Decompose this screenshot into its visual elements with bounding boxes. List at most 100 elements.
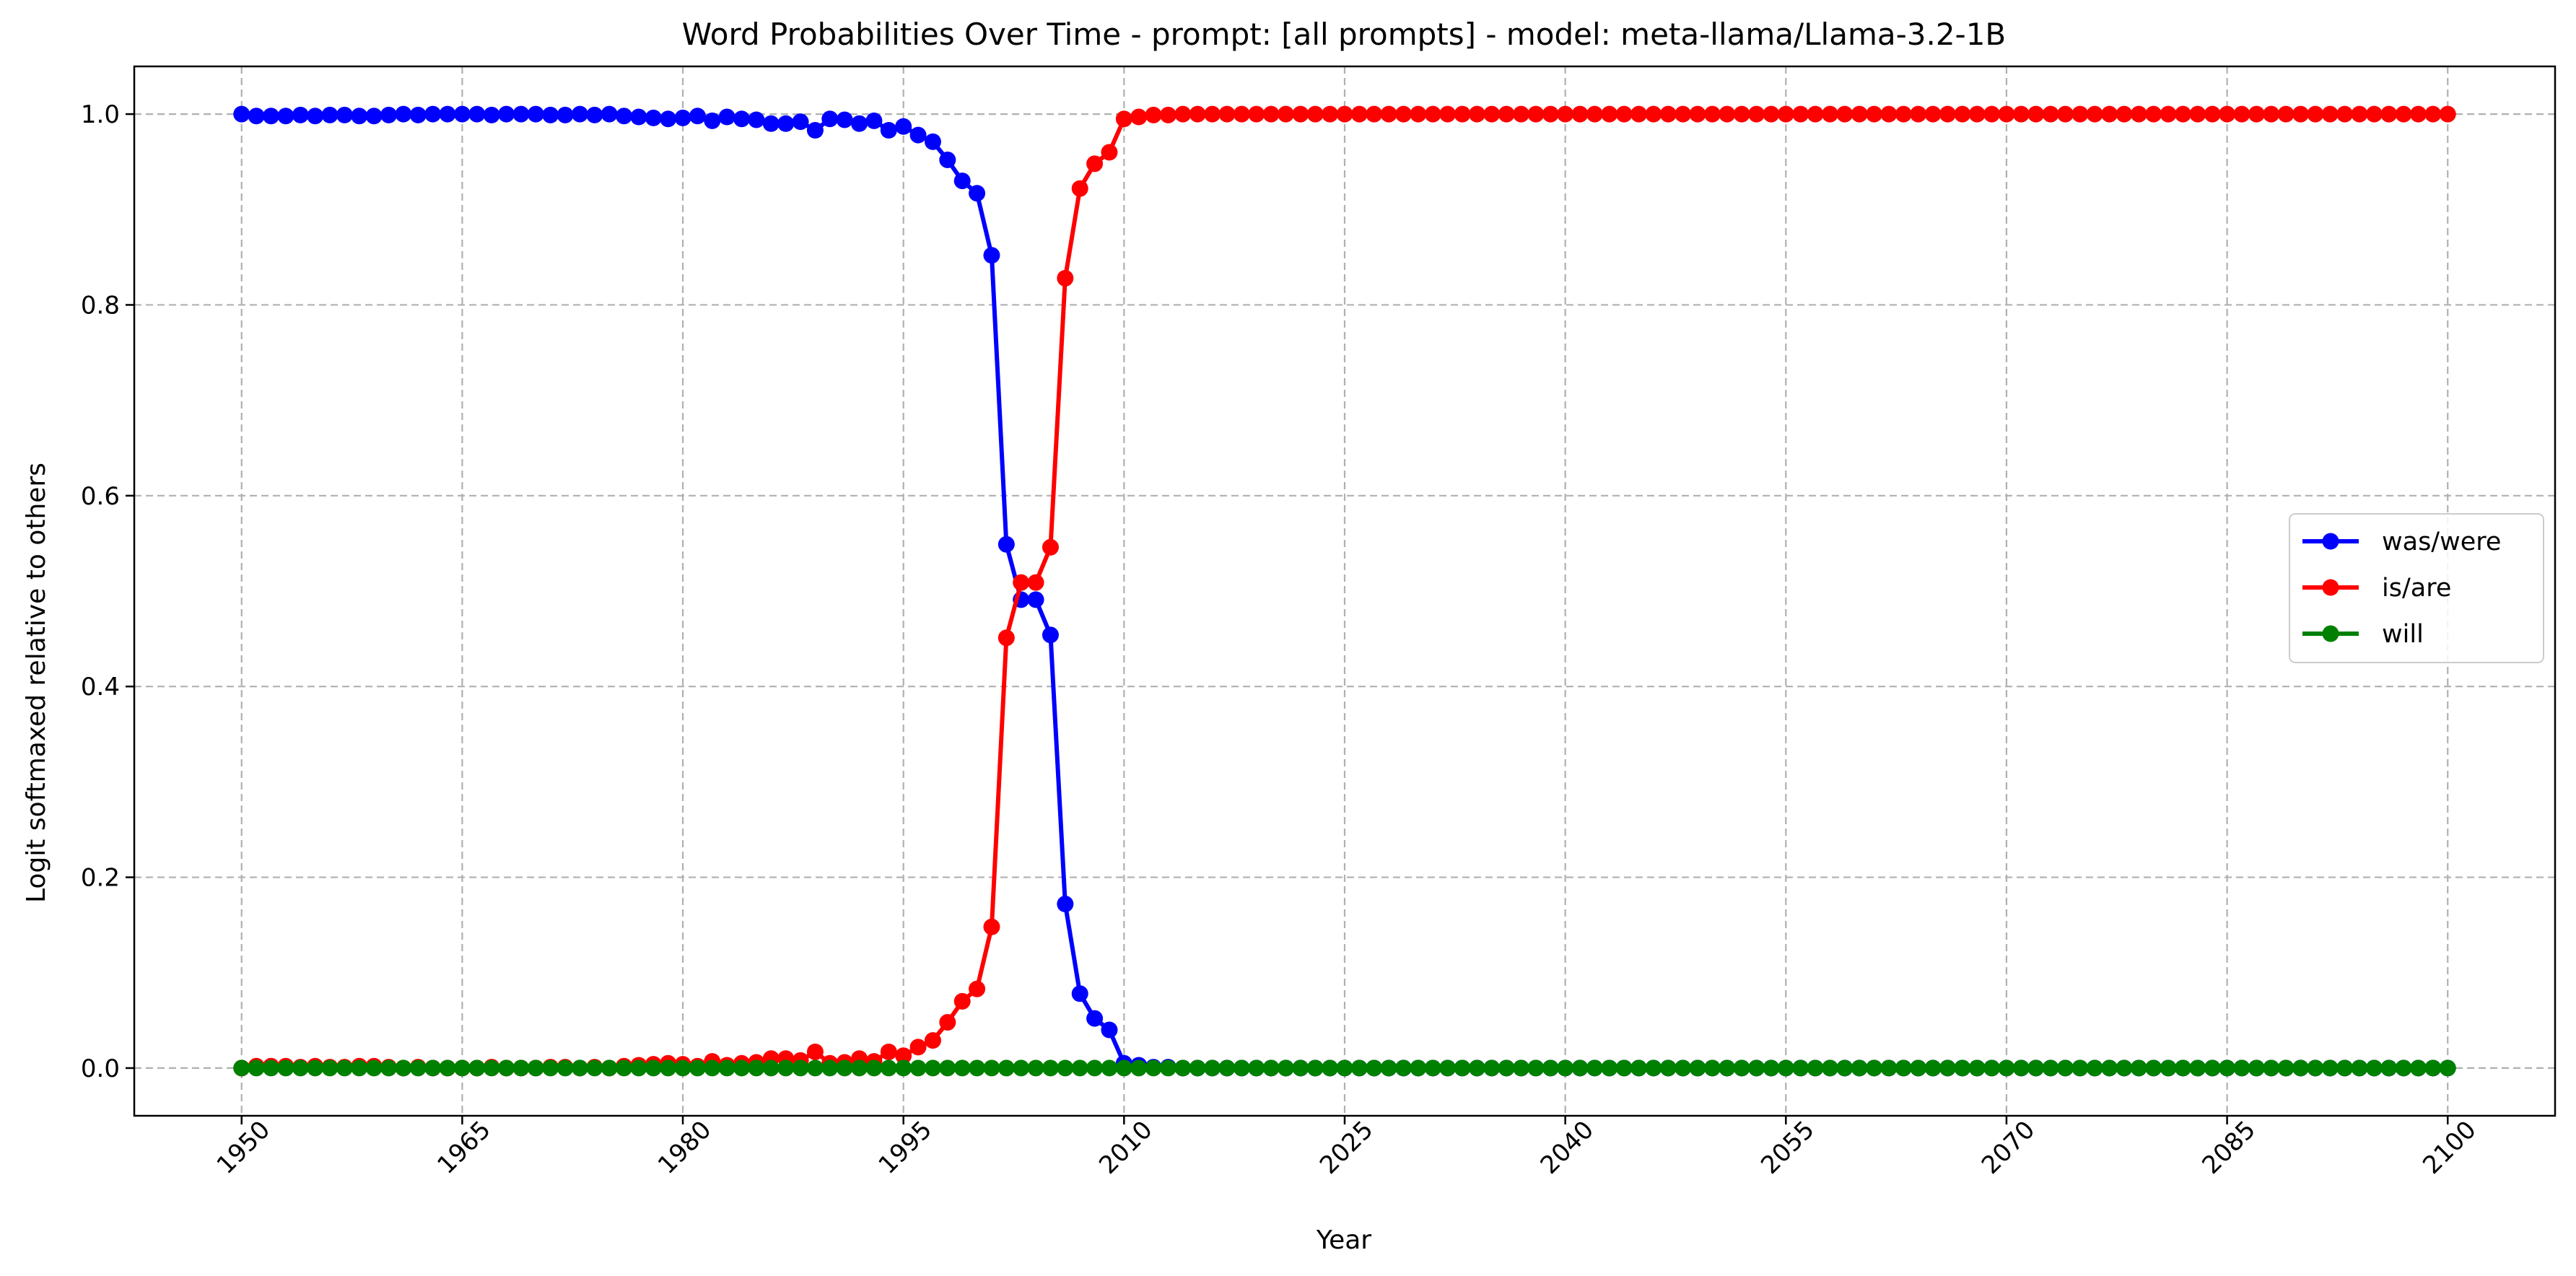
- data-point: [1204, 105, 1221, 123]
- y-tick-label: 0.2: [81, 864, 120, 893]
- data-point: [2042, 1059, 2059, 1077]
- data-point: [1101, 1059, 1118, 1077]
- data-point: [2439, 1059, 2456, 1077]
- data-point: [2292, 1059, 2309, 1077]
- data-point: [1703, 105, 1721, 123]
- data-point: [704, 1059, 721, 1077]
- data-point: [395, 105, 412, 123]
- data-point: [2439, 105, 2456, 123]
- data-point: [409, 106, 427, 123]
- data-point: [1498, 105, 1515, 123]
- data-point: [718, 1059, 735, 1077]
- data-point: [2027, 105, 2045, 123]
- data-point: [468, 1059, 486, 1077]
- data-point: [1218, 1059, 1236, 1077]
- data-point: [821, 110, 839, 128]
- data-point: [1042, 626, 1059, 644]
- legend-label: was/were: [2382, 528, 2501, 556]
- data-point: [748, 111, 765, 128]
- data-point: [453, 105, 471, 123]
- data-point: [1851, 1059, 1868, 1077]
- data-point: [1983, 1059, 2001, 1077]
- data-point: [953, 992, 971, 1010]
- data-point: [527, 105, 544, 123]
- data-point: [2160, 1059, 2177, 1077]
- data-point: [2380, 105, 2398, 123]
- data-point: [674, 1059, 691, 1077]
- data-point: [660, 110, 677, 128]
- data-point: [1924, 1059, 1942, 1077]
- data-point: [1115, 1059, 1132, 1077]
- data-point: [1277, 105, 1294, 123]
- data-point: [616, 108, 633, 125]
- data-point: [483, 1059, 500, 1077]
- data-point: [1542, 105, 1559, 123]
- data-point: [1924, 105, 1942, 123]
- data-point: [1130, 108, 1148, 126]
- data-point: [1659, 105, 1677, 123]
- data-point: [969, 1059, 986, 1077]
- data-point: [2336, 105, 2354, 123]
- data-point: [806, 1043, 824, 1060]
- data-point: [542, 1059, 559, 1077]
- legend-swatch-marker: [2322, 625, 2339, 642]
- data-point: [483, 106, 500, 123]
- data-point: [2248, 105, 2265, 123]
- data-point: [1057, 269, 1074, 287]
- data-point: [1675, 105, 1692, 123]
- data-point: [2248, 1059, 2265, 1077]
- data-point: [2116, 1059, 2133, 1077]
- data-point: [762, 1059, 780, 1077]
- data-point: [1439, 105, 1457, 123]
- data-point: [1292, 1059, 1309, 1077]
- data-point: [2233, 105, 2250, 123]
- data-point: [2042, 105, 2059, 123]
- data-point: [1322, 105, 1339, 123]
- data-point: [2365, 105, 2383, 123]
- data-point: [2116, 105, 2133, 123]
- data-point: [498, 1059, 515, 1077]
- data-point: [1498, 1059, 1515, 1077]
- data-point: [1101, 1021, 1118, 1039]
- data-point: [1174, 1059, 1192, 1077]
- data-point: [953, 1059, 971, 1077]
- data-point: [762, 115, 780, 132]
- data-point: [439, 1059, 456, 1077]
- data-point: [1571, 1059, 1589, 1077]
- data-point: [880, 1059, 897, 1077]
- data-point: [1468, 1059, 1485, 1077]
- data-point: [1880, 1059, 1898, 1077]
- data-point: [498, 105, 515, 123]
- data-point: [821, 1059, 839, 1077]
- data-point: [1145, 1059, 1162, 1077]
- y-tick-label: 0.8: [81, 291, 120, 320]
- data-point: [1233, 105, 1250, 123]
- data-point: [336, 1059, 353, 1077]
- data-point: [2219, 105, 2236, 123]
- data-point: [1013, 1059, 1030, 1077]
- data-point: [2071, 1059, 2089, 1077]
- data-point: [439, 105, 456, 123]
- data-point: [1645, 105, 1662, 123]
- data-point: [307, 1059, 324, 1077]
- legend-swatch-marker: [2322, 579, 2339, 596]
- data-point: [1513, 105, 1530, 123]
- data-point: [1248, 105, 1265, 123]
- data-point: [1733, 105, 1750, 123]
- data-point: [1454, 1059, 1471, 1077]
- legend-item: is/are: [2302, 574, 2451, 603]
- data-point: [1410, 105, 1427, 123]
- data-point: [1675, 1059, 1692, 1077]
- data-point: [1954, 105, 1971, 123]
- data-point: [263, 1059, 279, 1077]
- data-point: [1027, 1059, 1044, 1077]
- data-point: [233, 105, 250, 123]
- data-point: [1777, 1059, 1794, 1077]
- data-point: [2277, 1059, 2295, 1077]
- y-tick-label: 0.6: [81, 482, 120, 511]
- data-point: [924, 133, 941, 150]
- data-point: [601, 105, 618, 123]
- data-point: [2395, 1059, 2412, 1077]
- y-tick-label: 1.0: [81, 100, 120, 129]
- data-point: [1233, 1059, 1250, 1077]
